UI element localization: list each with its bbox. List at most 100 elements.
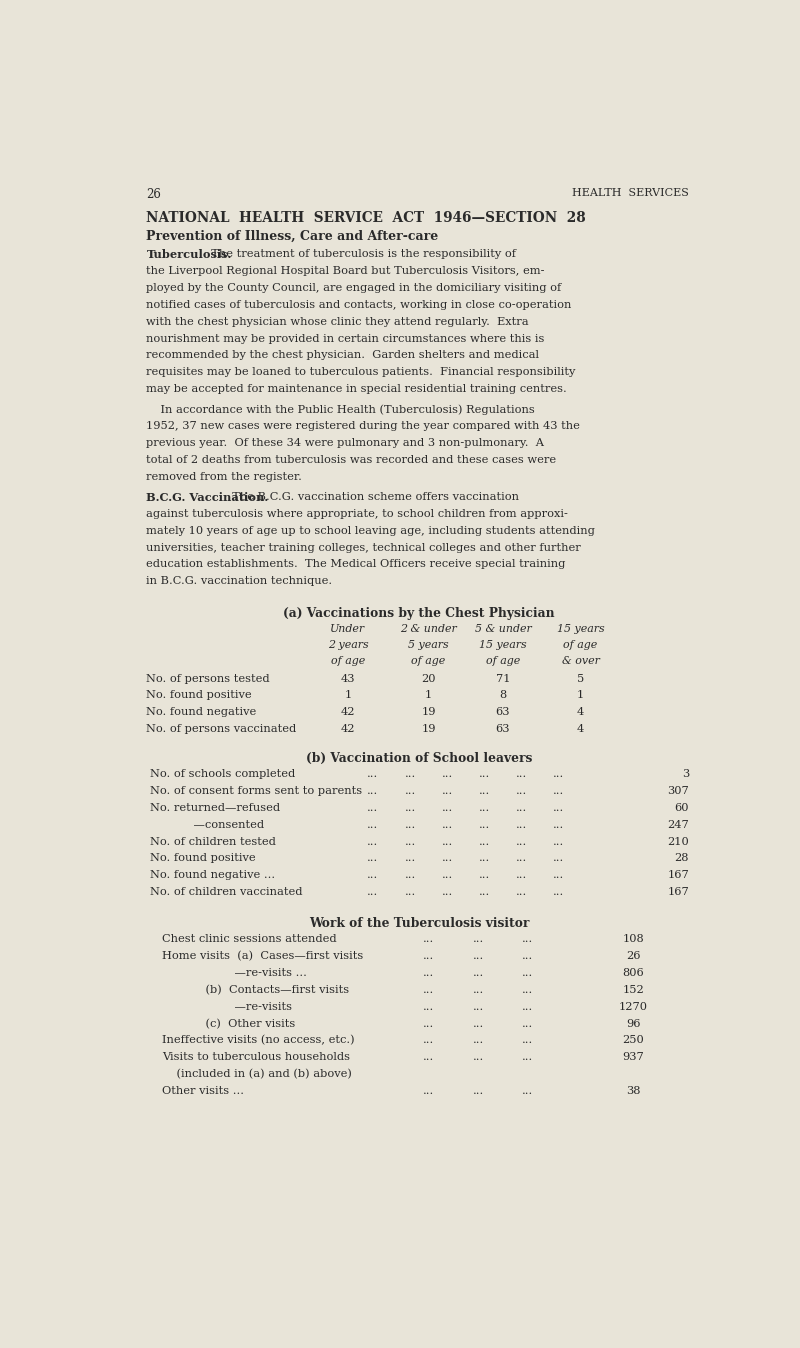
Text: ...: ... xyxy=(516,853,527,864)
Text: 5 & under: 5 & under xyxy=(474,624,531,634)
Text: ...: ... xyxy=(423,1053,434,1062)
Text: against tuberculosis where appropriate, to school children from approxi-: against tuberculosis where appropriate, … xyxy=(146,510,568,519)
Text: 1270: 1270 xyxy=(618,1002,648,1012)
Text: ...: ... xyxy=(367,770,378,779)
Text: ...: ... xyxy=(522,1002,534,1012)
Text: ...: ... xyxy=(442,820,453,830)
Text: Work of the Tuberculosis visitor: Work of the Tuberculosis visitor xyxy=(309,918,530,930)
Text: 2 years: 2 years xyxy=(328,640,368,650)
Text: No. of persons tested: No. of persons tested xyxy=(146,674,270,683)
Text: ...: ... xyxy=(404,770,416,779)
Text: 167: 167 xyxy=(667,871,689,880)
Text: Prevention of Illness, Care and After-care: Prevention of Illness, Care and After-ca… xyxy=(146,231,438,243)
Text: Home visits  (a)  Cases—first visits: Home visits (a) Cases—first visits xyxy=(162,952,363,961)
Text: ...: ... xyxy=(442,871,453,880)
Text: ...: ... xyxy=(516,820,527,830)
Text: removed from the register.: removed from the register. xyxy=(146,472,302,481)
Text: of age: of age xyxy=(331,656,365,666)
Text: ...: ... xyxy=(478,770,490,779)
Text: The treatment of tuberculosis is the responsibility of: The treatment of tuberculosis is the res… xyxy=(204,249,516,259)
Text: In accordance with the Public Health (Tuberculosis) Regulations: In accordance with the Public Health (Tu… xyxy=(146,404,535,415)
Text: ...: ... xyxy=(478,837,490,847)
Text: ...: ... xyxy=(473,985,484,995)
Text: 42: 42 xyxy=(341,724,355,733)
Text: 96: 96 xyxy=(626,1019,641,1029)
Text: 26: 26 xyxy=(626,952,641,961)
Text: ...: ... xyxy=(553,820,565,830)
Text: ...: ... xyxy=(522,1085,534,1096)
Text: 15 years: 15 years xyxy=(557,624,604,634)
Text: ...: ... xyxy=(478,820,490,830)
Text: ...: ... xyxy=(516,786,527,797)
Text: No. of persons vaccinated: No. of persons vaccinated xyxy=(146,724,297,733)
Text: ...: ... xyxy=(478,786,490,797)
Text: 19: 19 xyxy=(422,724,436,733)
Text: ...: ... xyxy=(442,837,453,847)
Text: 250: 250 xyxy=(622,1035,644,1045)
Text: 5: 5 xyxy=(577,674,584,683)
Text: ...: ... xyxy=(442,786,453,797)
Text: 167: 167 xyxy=(667,887,689,896)
Text: ployed by the County Council, are engaged in the domiciliary visiting of: ployed by the County Council, are engage… xyxy=(146,283,562,293)
Text: ...: ... xyxy=(404,887,416,896)
Text: 26: 26 xyxy=(146,187,162,201)
Text: 63: 63 xyxy=(496,724,510,733)
Text: No. found positive: No. found positive xyxy=(146,690,252,701)
Text: Chest clinic sessions attended: Chest clinic sessions attended xyxy=(162,934,337,945)
Text: ...: ... xyxy=(553,786,565,797)
Text: may be accepted for maintenance in special residential training centres.: may be accepted for maintenance in speci… xyxy=(146,384,567,394)
Text: (c)  Other visits: (c) Other visits xyxy=(162,1019,295,1029)
Text: 43: 43 xyxy=(341,674,355,683)
Text: Under: Under xyxy=(330,624,366,634)
Text: ...: ... xyxy=(473,1019,484,1029)
Text: requisites may be loaned to tuberculous patients.  Financial responsibility: requisites may be loaned to tuberculous … xyxy=(146,367,576,377)
Text: ...: ... xyxy=(473,1035,484,1045)
Text: ...: ... xyxy=(404,820,416,830)
Text: ...: ... xyxy=(522,1053,534,1062)
Text: 247: 247 xyxy=(667,820,689,830)
Text: ...: ... xyxy=(516,887,527,896)
Text: ...: ... xyxy=(404,786,416,797)
Text: 8: 8 xyxy=(499,690,506,701)
Text: The B.C.G. vaccination scheme offers vaccination: The B.C.G. vaccination scheme offers vac… xyxy=(225,492,518,503)
Text: Visits to tuberculous households: Visits to tuberculous households xyxy=(162,1053,350,1062)
Text: & over: & over xyxy=(562,656,599,666)
Text: ...: ... xyxy=(522,952,534,961)
Text: 210: 210 xyxy=(667,837,689,847)
Text: (included in (a) and (b) above): (included in (a) and (b) above) xyxy=(162,1069,352,1080)
Text: ...: ... xyxy=(522,985,534,995)
Text: ...: ... xyxy=(478,803,490,813)
Text: 15 years: 15 years xyxy=(479,640,527,650)
Text: 152: 152 xyxy=(622,985,644,995)
Text: B.C.G. Vaccination.: B.C.G. Vaccination. xyxy=(146,492,269,503)
Text: Tuberculosis.: Tuberculosis. xyxy=(146,249,232,260)
Text: ...: ... xyxy=(367,853,378,864)
Text: ...: ... xyxy=(423,952,434,961)
Text: mately 10 years of age up to school leaving age, including students attending: mately 10 years of age up to school leav… xyxy=(146,526,595,535)
Text: ...: ... xyxy=(516,871,527,880)
Text: ...: ... xyxy=(473,968,484,979)
Text: ...: ... xyxy=(473,934,484,945)
Text: 3: 3 xyxy=(682,770,689,779)
Text: No. of children tested: No. of children tested xyxy=(150,837,275,847)
Text: No. of consent forms sent to parents: No. of consent forms sent to parents xyxy=(150,786,362,797)
Text: 307: 307 xyxy=(667,786,689,797)
Text: ...: ... xyxy=(367,871,378,880)
Text: ...: ... xyxy=(404,853,416,864)
Text: 937: 937 xyxy=(622,1053,644,1062)
Text: 20: 20 xyxy=(422,674,436,683)
Text: ...: ... xyxy=(478,887,490,896)
Text: ...: ... xyxy=(516,770,527,779)
Text: 38: 38 xyxy=(626,1085,641,1096)
Text: Ineffective visits (no access, etc.): Ineffective visits (no access, etc.) xyxy=(162,1035,354,1046)
Text: NATIONAL  HEALTH  SERVICE  ACT  1946—SECTION  28: NATIONAL HEALTH SERVICE ACT 1946—SECTION… xyxy=(146,210,586,225)
Text: ...: ... xyxy=(473,1085,484,1096)
Text: universities, teacher training colleges, technical colleges and other further: universities, teacher training colleges,… xyxy=(146,543,582,553)
Text: of age: of age xyxy=(563,640,598,650)
Text: ...: ... xyxy=(516,803,527,813)
Text: ...: ... xyxy=(522,1019,534,1029)
Text: ...: ... xyxy=(404,837,416,847)
Text: ...: ... xyxy=(404,871,416,880)
Text: ...: ... xyxy=(553,837,565,847)
Text: No. returned—refused: No. returned—refused xyxy=(150,803,280,813)
